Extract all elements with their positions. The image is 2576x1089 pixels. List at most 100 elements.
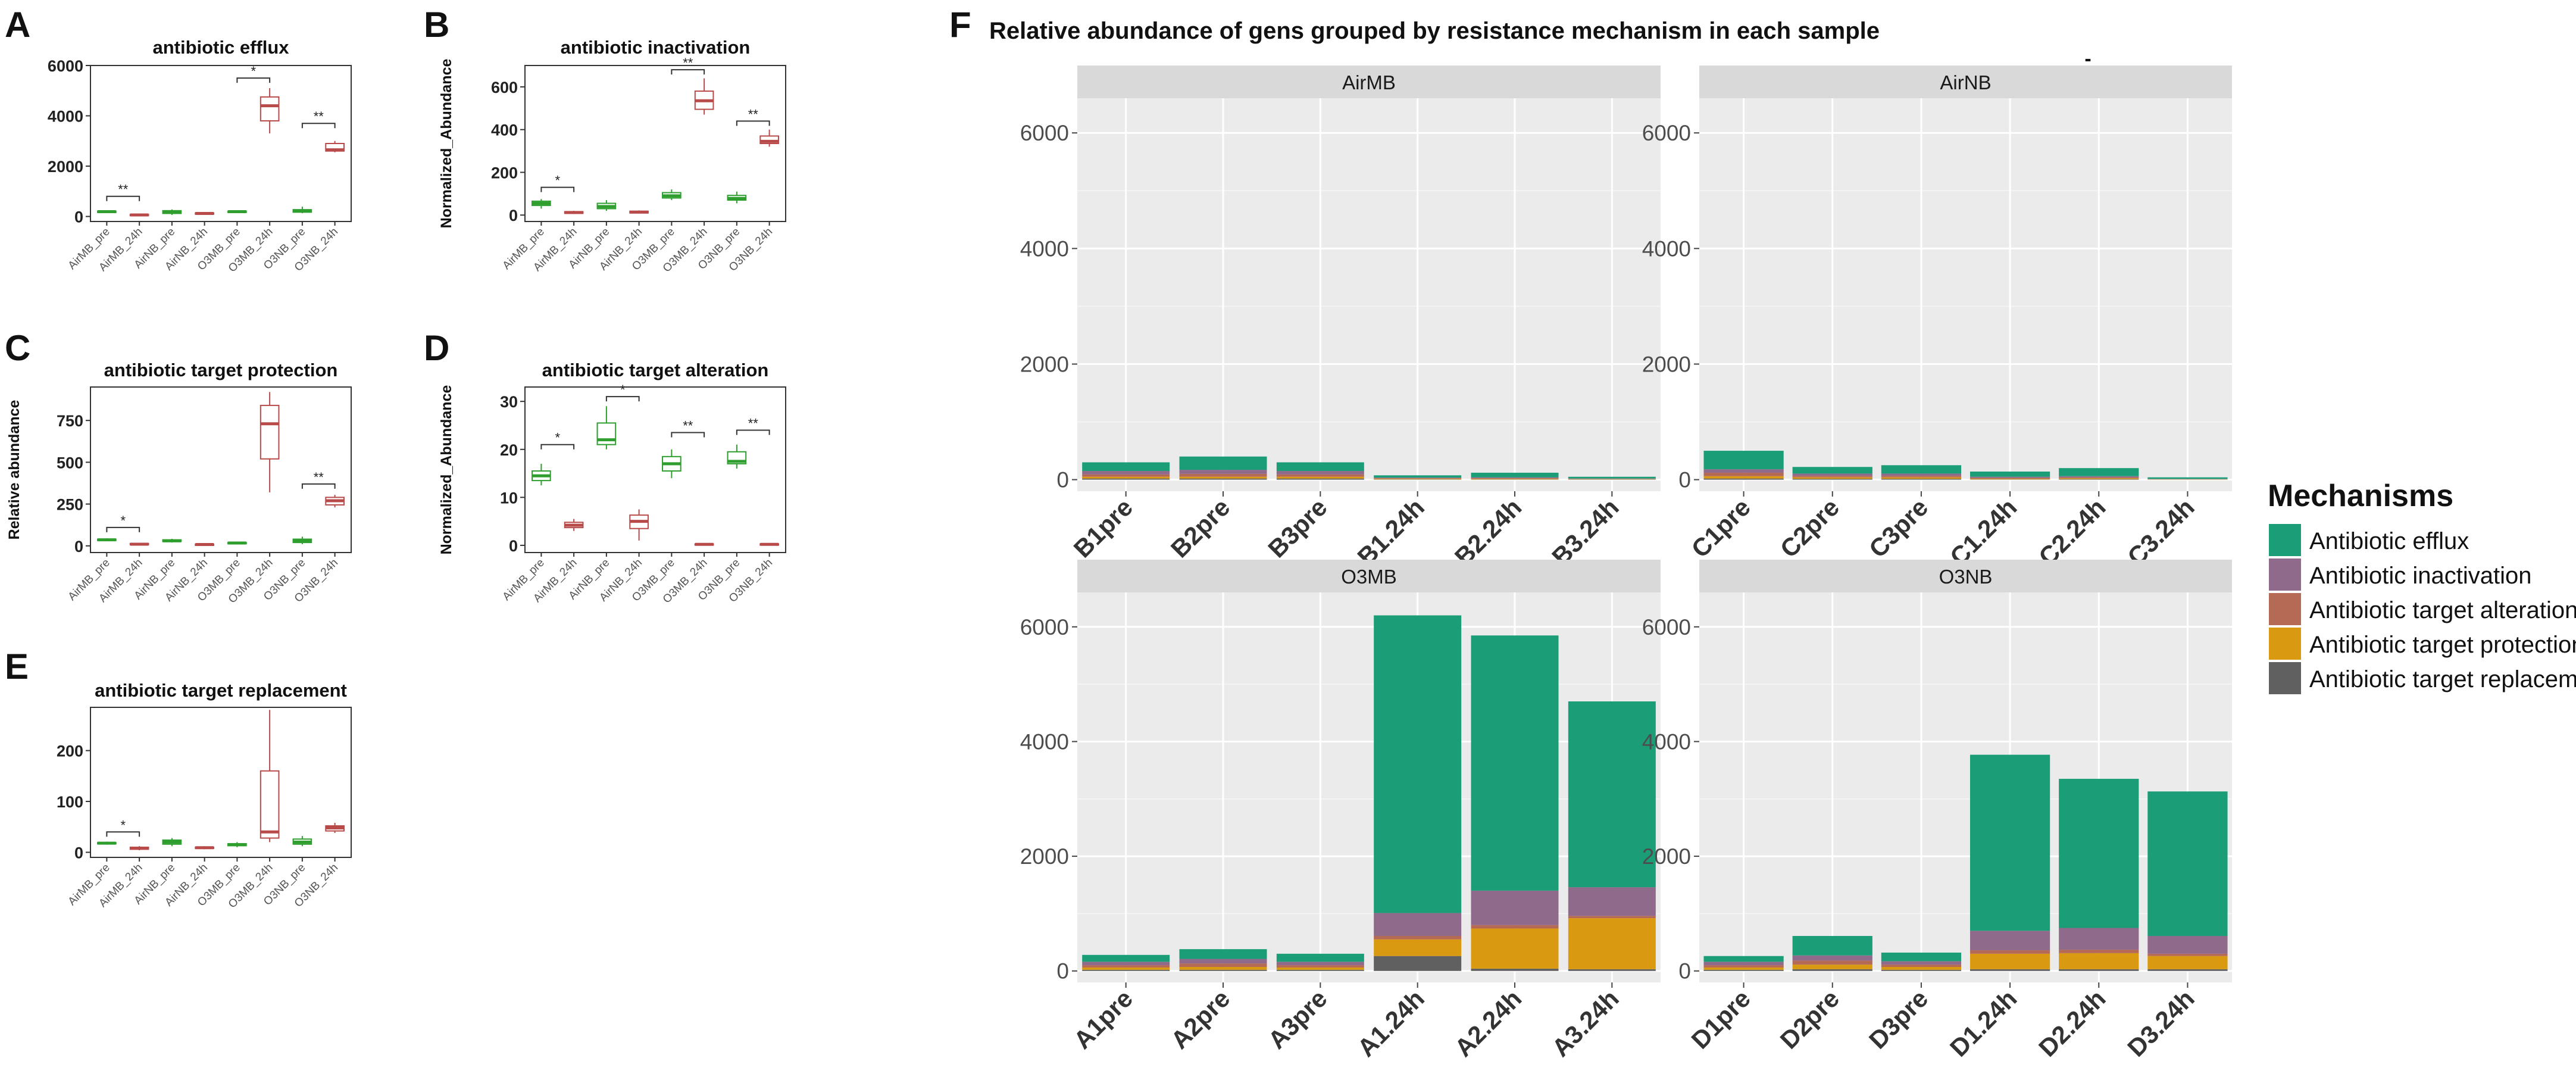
box-O3MB_pre bbox=[227, 842, 247, 847]
plot-frame bbox=[90, 386, 352, 553]
bar-segment bbox=[1276, 476, 1364, 479]
bar-segment bbox=[1568, 916, 1656, 919]
facet-strip bbox=[1699, 560, 2232, 592]
box-O3NB_pre bbox=[292, 207, 312, 214]
significance-label: * bbox=[251, 64, 256, 79]
bar-segment bbox=[1792, 935, 1872, 956]
box-AirMB_24h bbox=[129, 846, 149, 851]
bar-B2.24h bbox=[1471, 472, 1559, 480]
y-tick-label: 200 bbox=[491, 164, 518, 182]
box-body bbox=[260, 404, 280, 460]
legend-item: Antibiotic target replacement bbox=[2269, 662, 2576, 694]
bar-segment bbox=[1792, 969, 1872, 971]
bracket-line bbox=[106, 526, 140, 532]
y-tick-label: 6000 bbox=[48, 57, 83, 75]
legend-swatch bbox=[2269, 593, 2301, 625]
y-tick-label: 0 bbox=[74, 208, 83, 226]
box-O3MB_24h bbox=[260, 392, 280, 492]
bar-segment bbox=[1082, 969, 1170, 971]
bar-segment bbox=[1179, 959, 1267, 964]
box-body bbox=[260, 770, 280, 839]
significance-bracket: * bbox=[540, 430, 575, 450]
box-AirNB_24h bbox=[195, 543, 214, 547]
bracket-line bbox=[736, 429, 770, 435]
legend-label: Antibiotic inactivation bbox=[2309, 563, 2532, 589]
bar-segment bbox=[1568, 701, 1656, 888]
box-AirNB_pre bbox=[162, 838, 182, 847]
bar-segment bbox=[1969, 754, 2050, 931]
bracket-line bbox=[106, 831, 140, 837]
y-tick-label: 0 bbox=[509, 537, 518, 555]
bar-segment bbox=[1082, 474, 1170, 477]
legend-label: Antibiotic target alteration bbox=[2309, 597, 2576, 623]
y-axis-label: Normalized_Abundance bbox=[438, 59, 455, 229]
bar-segment bbox=[1969, 478, 2050, 479]
bar-D1.24h bbox=[1969, 754, 2050, 971]
bar-segment bbox=[1276, 462, 1364, 472]
bar-segment bbox=[1703, 476, 1784, 479]
panel-f: F bbox=[949, 5, 971, 45]
box-O3MB_pre bbox=[227, 541, 247, 545]
y-tick-label: 600 bbox=[491, 79, 518, 96]
y-tick-label: 2000 bbox=[1020, 844, 1069, 869]
box-O3NB_24h bbox=[759, 542, 779, 546]
bar-A2.24h bbox=[1471, 635, 1559, 971]
bar-segment bbox=[2147, 477, 2228, 479]
facet-strip bbox=[1699, 65, 2232, 98]
bar-segment bbox=[1471, 928, 1559, 969]
box-AirNB_24h bbox=[629, 210, 649, 214]
bar-segment bbox=[1881, 965, 1962, 967]
panel-f-title-mark: - bbox=[2084, 48, 2091, 70]
bar-C1pre bbox=[1703, 451, 1784, 480]
significance-bracket: * bbox=[605, 382, 640, 402]
bar-segment bbox=[2059, 478, 2139, 479]
panel-label: C bbox=[5, 328, 30, 368]
bar-segment bbox=[1471, 925, 1559, 929]
y-tick-label: 250 bbox=[57, 496, 83, 514]
significance-label: ** bbox=[748, 107, 759, 121]
panel-label: D bbox=[424, 328, 449, 368]
box-O3MB_24h bbox=[260, 88, 280, 134]
bar-segment bbox=[1703, 969, 1784, 971]
bar-segment bbox=[2059, 468, 2139, 476]
bracket-line bbox=[301, 483, 336, 489]
bar-segment bbox=[1881, 961, 1962, 965]
legend-swatch bbox=[2269, 558, 2301, 591]
box-O3NB_pre bbox=[727, 444, 747, 469]
y-tick-label: 750 bbox=[57, 412, 83, 430]
bar-segment bbox=[1276, 967, 1364, 970]
plot-frame bbox=[90, 707, 352, 858]
bar-segment bbox=[1969, 476, 2050, 478]
significance-bracket: ** bbox=[301, 109, 336, 129]
bar-segment bbox=[2147, 953, 2228, 956]
facet-strip bbox=[1077, 65, 1661, 98]
bar-segment bbox=[1568, 918, 1656, 969]
y-tick-label: 2000 bbox=[48, 158, 83, 176]
bar-C3pre bbox=[1881, 465, 1962, 480]
bar-segment bbox=[1792, 473, 1872, 476]
y-tick-label: 4000 bbox=[1020, 236, 1069, 261]
significance-bracket: ** bbox=[106, 182, 140, 201]
y-tick-label: 2000 bbox=[1020, 352, 1069, 376]
significance-label: ** bbox=[683, 55, 693, 70]
bar-segment bbox=[1276, 474, 1364, 477]
bar-A1.24h bbox=[1374, 615, 1462, 971]
bar-segment bbox=[2059, 950, 2139, 953]
y-tick-label: 0 bbox=[1056, 468, 1069, 492]
box-O3NB_24h bbox=[759, 129, 779, 147]
significance-bracket: * bbox=[236, 64, 271, 83]
bar-segment bbox=[1082, 478, 1170, 480]
bar-C3.24h bbox=[2147, 477, 2228, 480]
significance-label: * bbox=[620, 382, 626, 397]
y-tick-label: 0 bbox=[1678, 468, 1691, 492]
bar-segment bbox=[1374, 935, 1462, 940]
legend-item: Antibiotic inactivation bbox=[2269, 558, 2532, 591]
bar-segment bbox=[1082, 967, 1170, 970]
bar-segment bbox=[1881, 952, 1962, 962]
bar-D3pre bbox=[1881, 952, 1962, 971]
box-O3MB_24h bbox=[694, 78, 714, 115]
bracket-line bbox=[605, 396, 640, 402]
significance-label: ** bbox=[683, 419, 693, 433]
